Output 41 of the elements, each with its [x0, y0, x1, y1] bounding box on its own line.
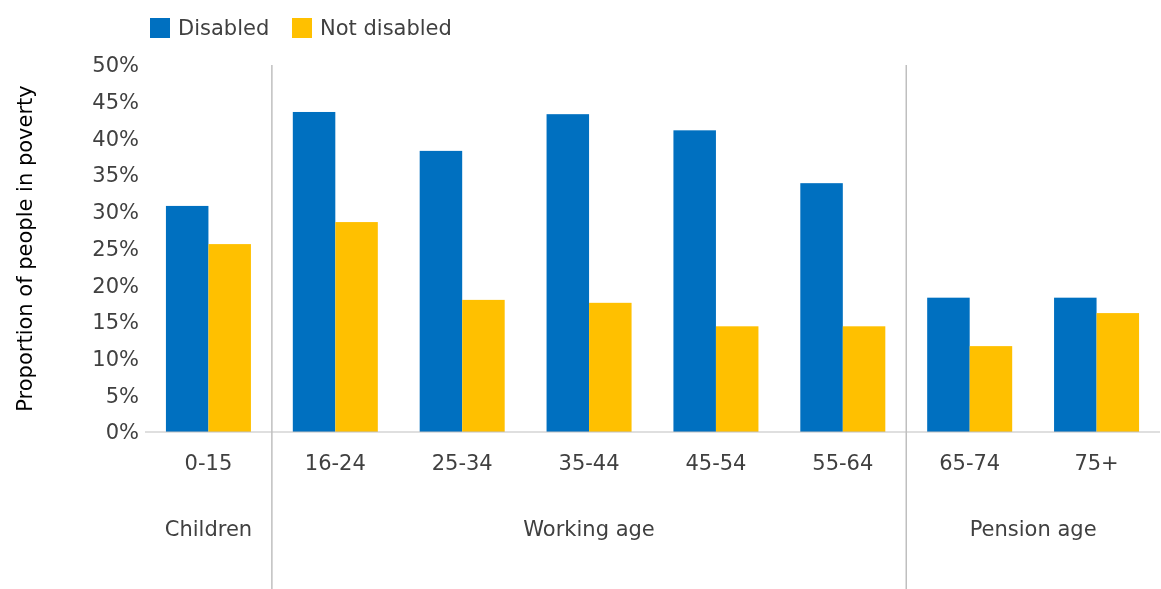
- x-tick-label: 65-74: [939, 451, 1001, 475]
- bar: [546, 114, 590, 432]
- text: Pension age: [969, 517, 1097, 541]
- bar: [335, 222, 378, 432]
- y-tick-label: 35%: [92, 163, 139, 188]
- bar: [969, 346, 1013, 432]
- y-tick-label: 15%: [92, 310, 139, 335]
- y-tick-label: 20%: [92, 273, 139, 298]
- bar: [462, 299, 505, 432]
- y-tick-label: 5%: [105, 383, 139, 408]
- bar: [1096, 313, 1140, 432]
- bar: [800, 183, 843, 432]
- x-tick-label: 75+: [1074, 451, 1119, 475]
- bar: [165, 205, 209, 432]
- x-tick-label: 0-15: [184, 451, 233, 475]
- y-tick-label: 10%: [92, 346, 139, 371]
- bar: [673, 130, 716, 432]
- x-tick-label: 55-64: [812, 451, 874, 475]
- x-tick-label: 35-44: [558, 451, 620, 475]
- x-tick-label: 16-24: [304, 451, 366, 475]
- text: Children: [164, 517, 253, 541]
- y-tick-label: 50%: [92, 53, 139, 78]
- y-tick-label: 45%: [92, 90, 139, 115]
- legend-label: Disabled: [178, 16, 270, 41]
- bar: [715, 326, 759, 432]
- bar: [292, 111, 336, 432]
- y-tick-label: 0%: [105, 420, 139, 445]
- bar: [419, 150, 463, 432]
- text: Working age: [523, 517, 655, 541]
- y-tick-label: 40%: [92, 126, 139, 151]
- bar: [927, 297, 970, 432]
- legend-label: Not disabled: [320, 16, 452, 41]
- bar: [842, 326, 886, 432]
- x-tick-label: 45-54: [685, 451, 747, 475]
- x-tick-label: 25-34: [431, 451, 493, 475]
- bar: [208, 244, 251, 432]
- y-tick-label: 30%: [92, 200, 139, 225]
- bar: [1054, 297, 1097, 432]
- y-tick-label: 25%: [92, 236, 139, 261]
- bar: [589, 302, 632, 432]
- y-axis-title: Proportion of people in poverty: [13, 85, 37, 412]
